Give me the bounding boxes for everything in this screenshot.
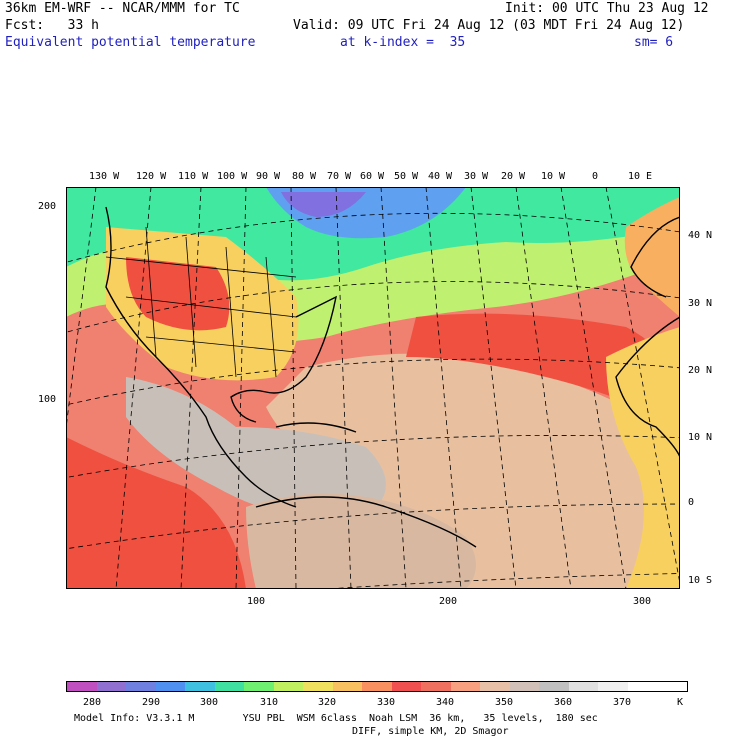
graticule [66, 187, 680, 589]
lon-label: 60 W [360, 171, 385, 182]
lon-label: 130 W [89, 171, 120, 182]
borders [105, 226, 297, 378]
coastlines [105, 206, 680, 548]
colorbar-tick: 290 [142, 697, 161, 708]
model-info-2: DIFF, simple KM, 2D Smagor [352, 726, 509, 737]
gulf-grey [126, 377, 386, 519]
field-name: Equivalent potential temperature [5, 35, 256, 50]
colorbar-swatch [332, 682, 362, 691]
colorbar-swatch [303, 682, 333, 691]
colorbar [66, 681, 688, 692]
colorbar-swatch [450, 682, 480, 691]
lat-label: 40 N [688, 230, 713, 241]
level-index: at k-index = 35 [340, 35, 466, 50]
africa-warm [606, 327, 680, 589]
theta-e-map [66, 187, 680, 589]
lat-label: 10 S [688, 575, 713, 586]
colorbar-swatch [155, 682, 185, 691]
colorbar-swatch [421, 682, 451, 691]
colorbar-swatch [96, 682, 126, 691]
colorbar-tick: 330 [377, 697, 396, 708]
colorbar-tick: 370 [613, 697, 632, 708]
colorbar-swatch [273, 682, 303, 691]
lon-label: 10 W [541, 171, 566, 182]
colorbar-tick: 310 [260, 697, 279, 708]
very-cold-pool [281, 192, 366, 217]
colorbar-swatch [67, 682, 97, 691]
init-time: Init: 00 UTC Thu 23 Aug 12 [505, 1, 709, 16]
grid-x-label: 300 [633, 596, 652, 607]
colorbar-tick: 350 [495, 697, 514, 708]
colorbar-swatch [362, 682, 392, 691]
lon-label: 120 W [136, 171, 167, 182]
colorbar-swatch [627, 682, 657, 691]
colorbar-swatch [657, 682, 687, 691]
smoothing: sm= 6 [634, 35, 674, 50]
colorbar-swatch [598, 682, 628, 691]
grid-y-label: 200 [38, 201, 57, 212]
lon-label: 100 W [217, 171, 248, 182]
colorbar-swatch [509, 682, 539, 691]
model-info: Model Info: V3.3.1 M YSU PBL WSM 6class … [74, 713, 598, 724]
model-title: 36km EM-WRF -- NCAR/MMM for TC [5, 1, 240, 16]
plains-hot [126, 257, 230, 331]
lon-label: 110 W [178, 171, 209, 182]
forecast-hour: Fcst: 33 h [5, 18, 99, 33]
colorbar-swatch [539, 682, 569, 691]
colorbar-tick: 280 [83, 697, 102, 708]
colorbar-tick: 360 [554, 697, 573, 708]
lon-label: 20 W [501, 171, 526, 182]
lat-label: 0 [688, 497, 695, 508]
south-america [246, 493, 476, 589]
colorbar-swatch [214, 682, 244, 691]
grid-y-label: 100 [38, 394, 57, 405]
atlantic-hot-band [406, 313, 680, 427]
colorbar-tick: 300 [200, 697, 219, 708]
lat-label: 10 N [688, 432, 713, 443]
lon-label: 0 [592, 171, 599, 182]
colorbar-tick: 340 [436, 697, 455, 708]
lat-label: 20 N [688, 365, 713, 376]
lon-label: 90 W [256, 171, 281, 182]
valid-time: Valid: 09 UTC Fri 24 Aug 12 (03 MDT Fri … [293, 18, 685, 33]
colorbar-swatch [126, 682, 156, 691]
colorbar-unit: K [677, 697, 684, 708]
colorbar-swatch [568, 682, 598, 691]
lat-label: 30 N [688, 298, 713, 309]
lon-label: 80 W [292, 171, 317, 182]
lon-label: 40 W [428, 171, 453, 182]
colorbar-swatch [480, 682, 510, 691]
lon-label: 70 W [327, 171, 352, 182]
grid-x-label: 200 [439, 596, 458, 607]
colorbar-swatch [391, 682, 421, 691]
grid-x-label: 100 [247, 596, 266, 607]
atlantic-tan [266, 353, 680, 589]
iberia-warm [624, 197, 680, 317]
lon-label: 50 W [394, 171, 419, 182]
colorbar-swatch [244, 682, 274, 691]
pacific-hot [66, 437, 246, 589]
colorbar-tick: 320 [318, 697, 337, 708]
lon-label: 30 W [464, 171, 489, 182]
lon-label: 10 E [628, 171, 653, 182]
colorbar-swatch [185, 682, 215, 691]
